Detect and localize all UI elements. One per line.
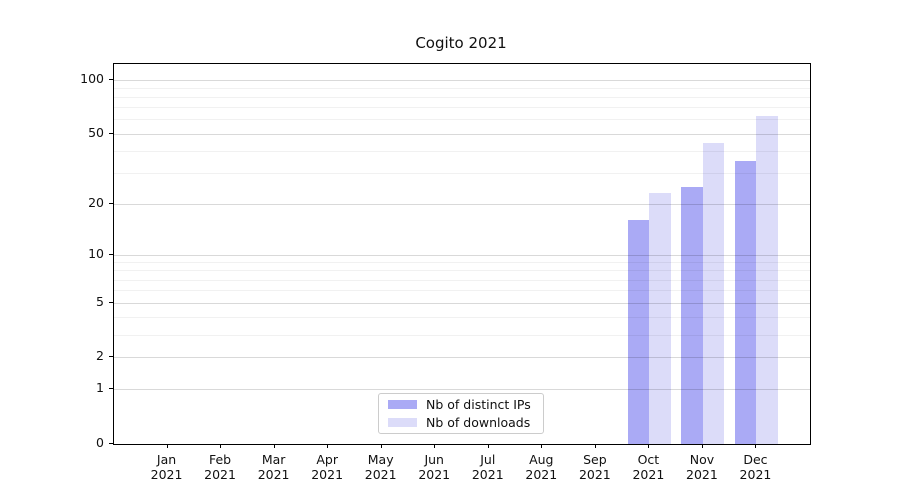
x-tick-label: Oct 2021: [632, 452, 665, 482]
bar-downloads-oct: [649, 193, 671, 444]
minor-gridline: [114, 334, 810, 336]
major-gridline: [114, 133, 810, 135]
y-tick-label: 5: [96, 293, 104, 309]
x-tick-label: Feb 2021: [204, 452, 236, 482]
x-tick-mark: [327, 444, 329, 448]
minor-gridline: [114, 270, 810, 272]
y-tick-mark: [109, 202, 113, 204]
x-tick-label: Jan 2021: [150, 452, 183, 482]
x-tick-mark: [273, 444, 275, 448]
bar-distinct-ips-nov: [681, 186, 703, 444]
y-tick-label: 50: [88, 124, 104, 140]
y-tick-mark: [109, 388, 113, 390]
minor-gridline: [114, 290, 810, 292]
major-gridline: [114, 389, 810, 391]
y-tick-label: 2: [96, 348, 104, 364]
x-tick-label: Dec 2021: [739, 452, 772, 482]
grid-layer: [114, 64, 810, 444]
chart-title: Cogito 2021: [415, 34, 507, 52]
major-gridline: [114, 254, 810, 256]
minor-gridline: [114, 119, 810, 121]
x-tick-mark: [434, 444, 436, 448]
bar-distinct-ips-oct: [627, 220, 650, 444]
legend-label-downloads: Nb of downloads: [426, 415, 531, 430]
x-tick-label: Jul 2021: [471, 452, 504, 482]
minor-gridline: [114, 96, 810, 98]
plot-area: [113, 63, 811, 445]
bar-downloads-dec: [756, 115, 778, 444]
y-tick-mark: [109, 301, 113, 303]
x-tick-label: Aug 2021: [525, 452, 558, 482]
y-tick-mark: [109, 253, 113, 255]
x-tick-mark: [166, 444, 168, 448]
bar-downloads-nov: [702, 143, 725, 444]
y-tick-label: 20: [88, 194, 104, 210]
major-gridline: [114, 79, 810, 81]
bar-distinct-ips-dec: [734, 161, 757, 444]
legend-swatch-distinct-ips: [388, 400, 417, 409]
minor-gridline: [114, 150, 810, 152]
y-tick-label: 100: [80, 70, 104, 86]
x-tick-label: May 2021: [364, 452, 397, 482]
y-tick-label: 1: [96, 380, 104, 396]
minor-gridline: [114, 107, 810, 109]
legend-row-downloads: Nb of downloads: [379, 415, 543, 430]
bars-layer: [114, 64, 810, 444]
y-tick-mark: [109, 356, 113, 358]
x-tick-label: Jun 2021: [418, 452, 451, 482]
minor-gridline: [114, 316, 810, 318]
x-tick-mark: [648, 444, 650, 448]
minor-gridline: [114, 87, 810, 89]
y-tick-label: 10: [88, 245, 104, 261]
x-tick-label: Sep 2021: [578, 452, 611, 482]
x-tick-mark: [380, 444, 382, 448]
legend: Nb of distinct IPs Nb of downloads: [378, 393, 544, 434]
minor-gridline: [114, 262, 810, 264]
x-tick-mark: [594, 444, 596, 448]
x-tick-label: Mar 2021: [257, 452, 290, 482]
x-tick-label: Apr 2021: [311, 452, 344, 482]
x-tick-mark: [701, 444, 703, 448]
x-tick-mark: [220, 444, 222, 448]
y-tick-mark: [109, 132, 113, 134]
minor-gridline: [114, 279, 810, 281]
y-tick-mark: [109, 78, 113, 80]
y-tick-mark: [109, 443, 113, 444]
major-gridline: [114, 357, 810, 359]
major-gridline: [114, 302, 810, 304]
major-gridline: [114, 203, 810, 205]
legend-label-distinct-ips: Nb of distinct IPs: [426, 397, 531, 412]
x-tick-mark: [487, 444, 489, 448]
x-tick-mark: [755, 444, 757, 448]
legend-row-distinct-ips: Nb of distinct IPs: [379, 397, 543, 412]
legend-swatch-downloads: [388, 418, 417, 427]
x-tick-label: Nov 2021: [686, 452, 718, 482]
x-tick-mark: [541, 444, 543, 448]
minor-gridline: [114, 172, 810, 174]
y-tick-label: 0: [96, 435, 104, 450]
